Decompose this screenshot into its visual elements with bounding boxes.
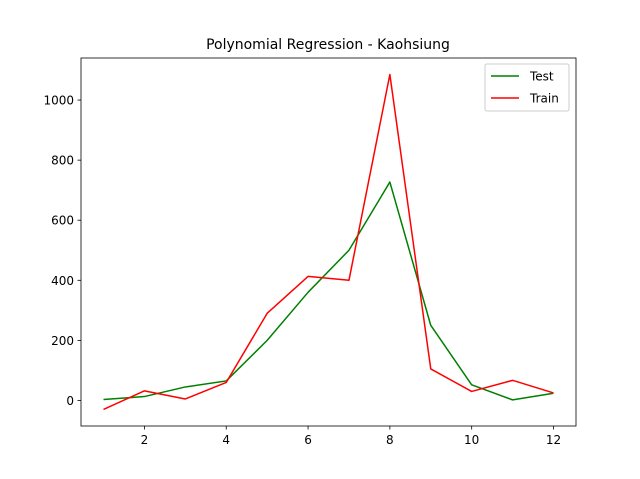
y-tick-label: 200	[51, 334, 74, 348]
legend: Test Train	[484, 63, 570, 112]
y-tick-label: 800	[51, 154, 74, 168]
y-axis: 0 200 400 600 800 1000	[43, 94, 81, 408]
x-tick-label: 6	[304, 433, 312, 447]
series-line-train	[103, 73, 554, 411]
chart-title: Polynomial Regression - Kaohsiung	[206, 37, 450, 53]
y-tick-label: 400	[51, 274, 74, 288]
legend-label: Test	[529, 70, 554, 84]
x-tick-label: 8	[386, 433, 394, 447]
y-tick-label: 1000	[43, 94, 74, 108]
plot-frame	[80, 57, 577, 427]
x-tick-label: 4	[222, 433, 230, 447]
x-tick-label: 2	[141, 433, 149, 447]
plot-area	[103, 73, 554, 411]
y-tick-label: 0	[66, 394, 74, 408]
x-tick-label: 12	[546, 433, 561, 447]
legend-label: Train	[529, 92, 559, 106]
x-axis: 2 4 6 8 10 12	[141, 426, 561, 447]
series-line-test	[103, 181, 554, 401]
y-tick-label: 600	[51, 214, 74, 228]
x-tick-label: 10	[464, 433, 479, 447]
